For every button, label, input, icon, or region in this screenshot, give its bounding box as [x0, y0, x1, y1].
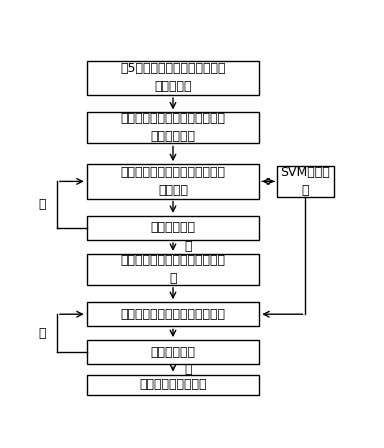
Text: 结束，输出优化结果: 结束，输出优化结果: [139, 379, 207, 392]
FancyBboxPatch shape: [87, 112, 259, 143]
FancyBboxPatch shape: [87, 375, 259, 395]
Text: 基于全局搜索结果进行第二次映
射: 基于全局搜索结果进行第二次映 射: [121, 254, 225, 285]
Text: 绕5个具有微小差异的初値，产
生混沌矩阵: 绕5个具有微小差异的初値，产 生混沌矩阵: [120, 62, 226, 93]
Text: 否: 否: [38, 327, 46, 340]
Text: 基于混沌变量在搜索空间内进行
全局搜索: 基于混沌变量在搜索空间内进行 全局搜索: [121, 166, 225, 197]
FancyBboxPatch shape: [87, 302, 259, 326]
FancyBboxPatch shape: [87, 164, 259, 198]
Text: 将待优化变量隐射到混沌空间，
得到搜索轨迹: 将待优化变量隐射到混沌空间， 得到搜索轨迹: [121, 112, 225, 143]
FancyBboxPatch shape: [277, 166, 334, 197]
FancyBboxPatch shape: [87, 340, 259, 364]
Text: 进行与全局搜索相似的局部搜索: 进行与全局搜索相似的局部搜索: [121, 308, 225, 321]
Text: 迭代是否完成: 迭代是否完成: [151, 221, 195, 234]
FancyBboxPatch shape: [87, 60, 259, 95]
FancyBboxPatch shape: [87, 216, 259, 240]
Text: 是: 是: [184, 363, 192, 376]
Text: 是: 是: [184, 241, 192, 254]
Text: 迭代是否完成: 迭代是否完成: [151, 346, 195, 359]
Text: SVM回归模
型: SVM回归模 型: [281, 166, 330, 197]
FancyBboxPatch shape: [87, 254, 259, 285]
Text: 否: 否: [38, 198, 46, 211]
